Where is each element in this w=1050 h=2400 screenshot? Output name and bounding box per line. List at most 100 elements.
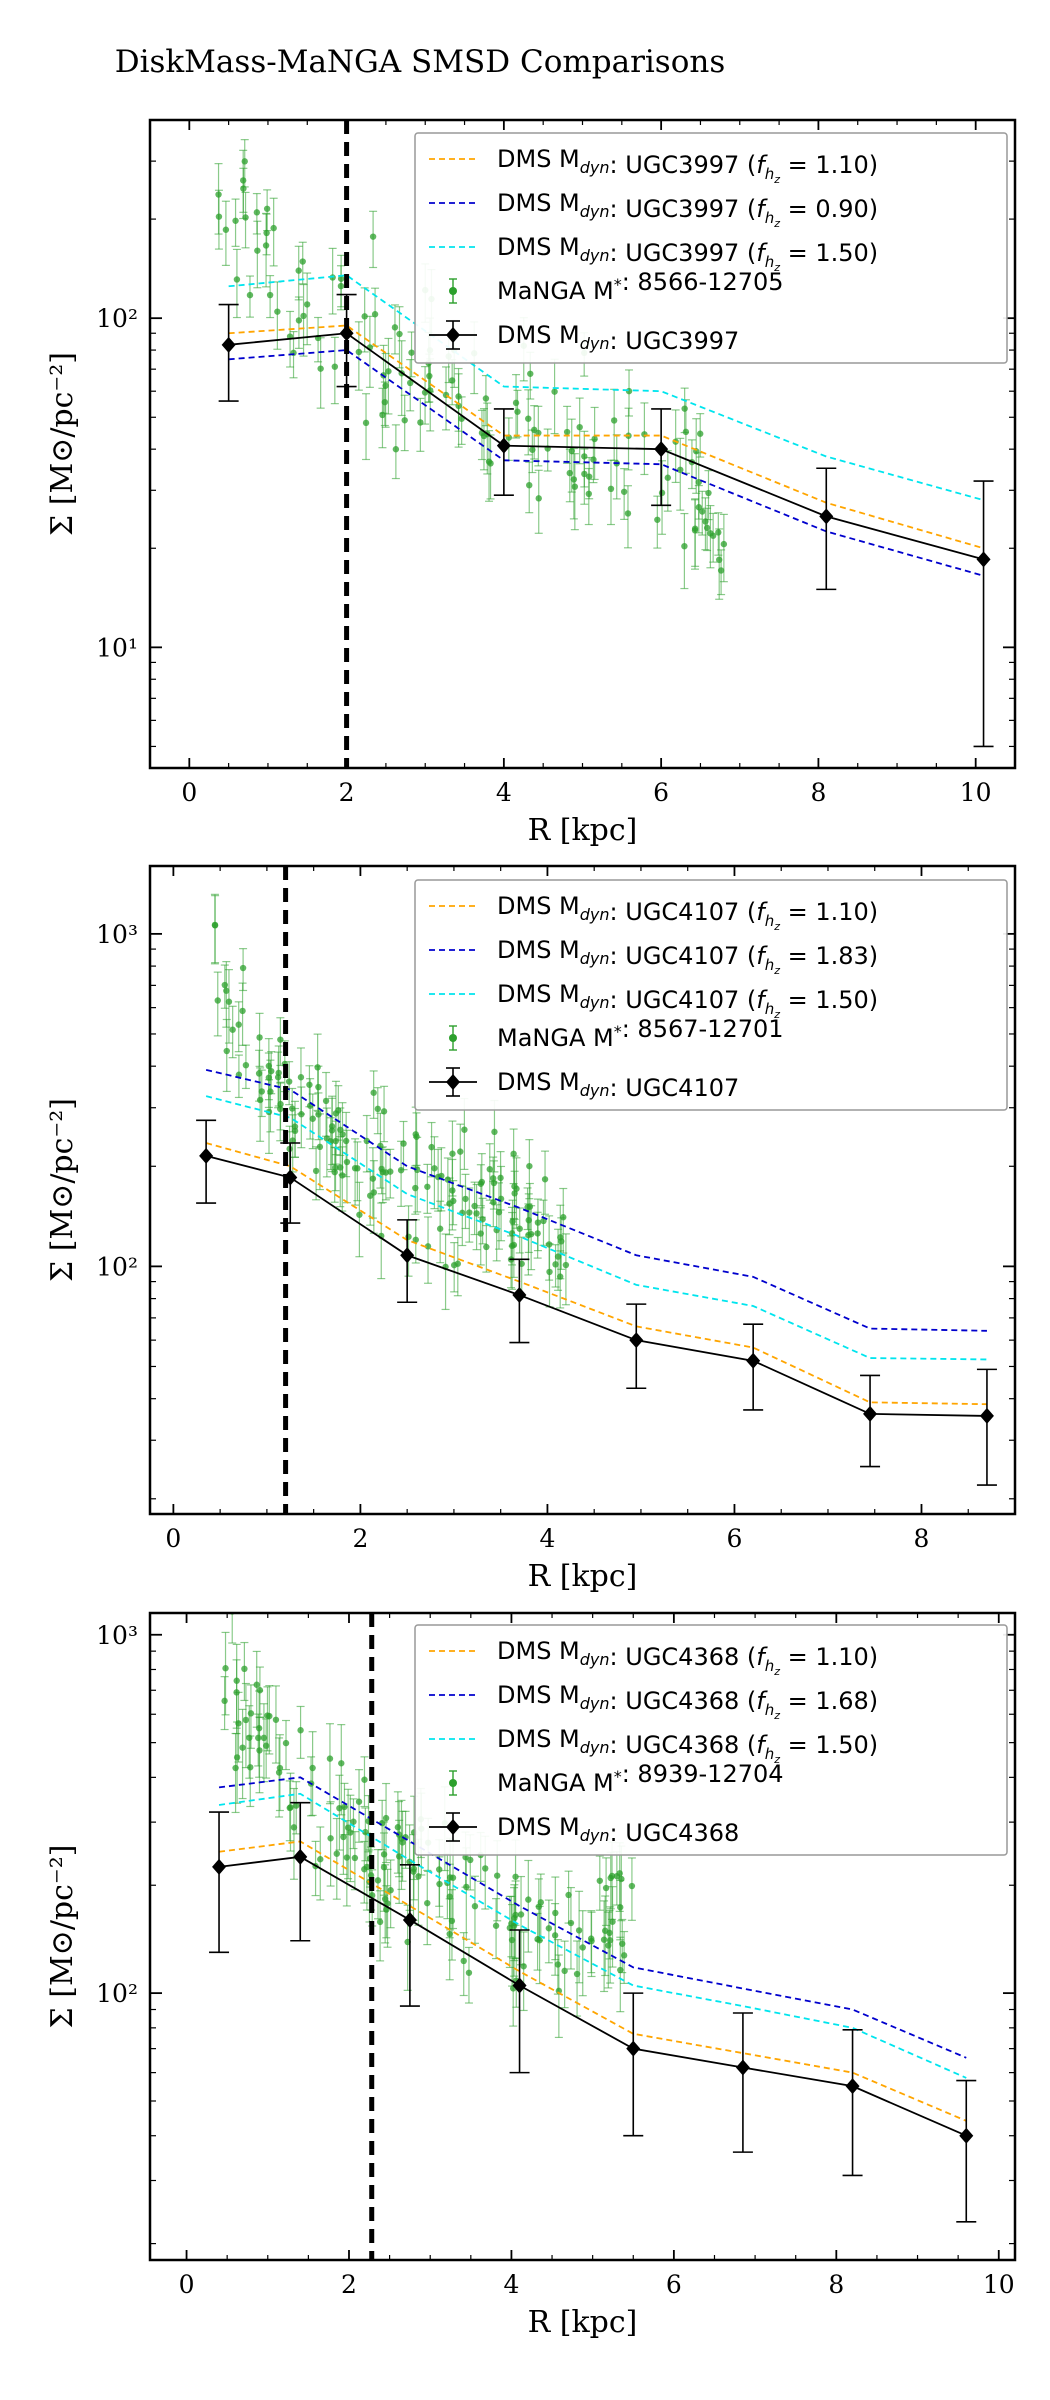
manga-point xyxy=(351,1854,359,1862)
manga-point xyxy=(392,446,400,453)
x-tick-label: 6 xyxy=(727,1524,743,1553)
manga-point xyxy=(222,226,230,233)
manga-point xyxy=(415,1873,422,1880)
manga-point xyxy=(399,1839,406,1846)
legend-label: MaNGA M*: 8939-12704 xyxy=(497,1760,784,1797)
manga-point xyxy=(400,1140,407,1147)
manga-point xyxy=(467,1856,474,1864)
manga-point xyxy=(535,495,542,502)
manga-point xyxy=(516,1225,523,1232)
manga-point xyxy=(290,1824,298,1831)
dms-point xyxy=(863,1405,878,1422)
manga-point xyxy=(424,1243,432,1250)
manga-point xyxy=(363,1137,371,1145)
manga-point xyxy=(490,1199,497,1206)
manga-point xyxy=(514,408,521,415)
manga-point xyxy=(560,1214,567,1221)
manga-point xyxy=(489,1175,497,1182)
manga-point xyxy=(297,1074,305,1081)
x-axis-label: R [kpc] xyxy=(528,1559,638,1594)
manga-point xyxy=(431,1165,438,1172)
y-tick-label: 10¹ xyxy=(96,633,138,662)
manga-point xyxy=(337,282,345,290)
manga-point xyxy=(300,312,307,320)
manga-point xyxy=(424,1899,431,1907)
dms-point xyxy=(979,1407,994,1424)
manga-point xyxy=(315,1083,322,1091)
manga-point xyxy=(581,453,588,460)
legend-label: DMS Mdyn: UGC4368 (fhz = 1.50) xyxy=(497,1725,878,1766)
axes-frame xyxy=(148,1611,1017,2262)
manga-point xyxy=(417,419,424,426)
manga-point xyxy=(246,291,254,299)
manga-point xyxy=(241,1665,248,1673)
manga-point xyxy=(314,1064,321,1071)
manga-point xyxy=(395,1853,403,1860)
manga-point xyxy=(256,1687,264,1694)
manga-point xyxy=(361,313,368,320)
legend-label: DMS Mdyn: UGC3997 (fhz = 1.10) xyxy=(497,145,878,186)
manga-point xyxy=(537,1899,545,1906)
manga-point xyxy=(512,399,520,407)
y-tick-label: 10³ xyxy=(96,1621,138,1650)
manga-point xyxy=(681,542,688,550)
manga-point xyxy=(333,1850,340,1857)
chart-panel-ugc4107: 0 2 4 6 8 10² 10³ R [kpc] Σ [M⊙/pc⁻²] DMS Mdyn: U… xyxy=(45,864,1017,1594)
manga-point xyxy=(351,1164,359,1172)
chart-panel-ugc4368: 0 2 4 6 8 10 10² 10³ R [kpc] Σ [M⊙/pc⁻²] DMS Mdyn:… xyxy=(45,1611,1017,2340)
manga-point xyxy=(608,1872,616,1880)
manga-point xyxy=(328,1123,336,1130)
manga-point xyxy=(211,922,219,929)
series-line-3 xyxy=(228,274,984,502)
legend-swatch xyxy=(449,1779,457,1787)
manga-point xyxy=(322,1097,330,1105)
manga-point xyxy=(241,158,248,165)
manga-point xyxy=(654,516,661,523)
x-tick-label: 0 xyxy=(165,1524,181,1553)
manga-point xyxy=(282,1739,290,1747)
manga-point xyxy=(478,1178,486,1186)
dms-point xyxy=(626,2040,641,2057)
manga-point xyxy=(658,489,666,497)
manga-point xyxy=(664,474,672,481)
manga-point xyxy=(222,1665,229,1672)
y-tick-label: 10³ xyxy=(96,920,138,949)
manga-point xyxy=(326,1755,334,1762)
manga-point xyxy=(512,1873,519,1880)
manga-point xyxy=(215,213,223,220)
legend-label: DMS Mdyn: UGC4107 (fhz = 1.50) xyxy=(497,980,878,1021)
manga-point xyxy=(510,1150,517,1157)
manga-point xyxy=(343,1854,351,1861)
dms-point xyxy=(959,2127,974,2144)
manga-point xyxy=(413,1166,421,1174)
legend-label: DMS Mdyn: UGC3997 (fhz = 1.50) xyxy=(497,233,878,274)
dms-point xyxy=(402,1911,417,1928)
manga-point xyxy=(382,1814,390,1822)
manga-point xyxy=(620,1952,628,1959)
chart-panel-ugc3997: 0 2 4 6 8 10 10¹ 10² R [kpc] Σ [M⊙/pc⁻²] DMS Mdyn:… xyxy=(45,118,1017,848)
manga-point xyxy=(387,1887,394,1894)
manga-point xyxy=(374,1105,381,1113)
manga-point xyxy=(525,415,532,422)
manga-point xyxy=(338,1760,345,1767)
manga-point xyxy=(274,308,281,315)
manga-point xyxy=(332,1137,340,1145)
dms-point xyxy=(212,1858,227,1875)
manga-point xyxy=(384,1900,391,1907)
manga-point xyxy=(535,429,542,437)
legend-label: DMS Mdyn: UGC3997 (fhz = 0.90) xyxy=(497,189,878,230)
manga-point xyxy=(327,1835,334,1842)
manga-point xyxy=(223,987,230,994)
manga-point xyxy=(486,1166,493,1173)
manga-point xyxy=(471,1902,479,1910)
manga-point xyxy=(510,1241,518,1249)
dms-point xyxy=(819,508,834,525)
dms-point xyxy=(654,441,669,458)
manga-point xyxy=(253,1681,260,1688)
legend-label: DMS Mdyn: UGC4107 (fhz = 1.10) xyxy=(497,892,878,933)
dms-point xyxy=(221,336,236,353)
manga-point xyxy=(253,209,261,216)
dms-point xyxy=(976,551,991,568)
manga-point xyxy=(491,1128,498,1136)
manga-point xyxy=(552,1909,559,1917)
